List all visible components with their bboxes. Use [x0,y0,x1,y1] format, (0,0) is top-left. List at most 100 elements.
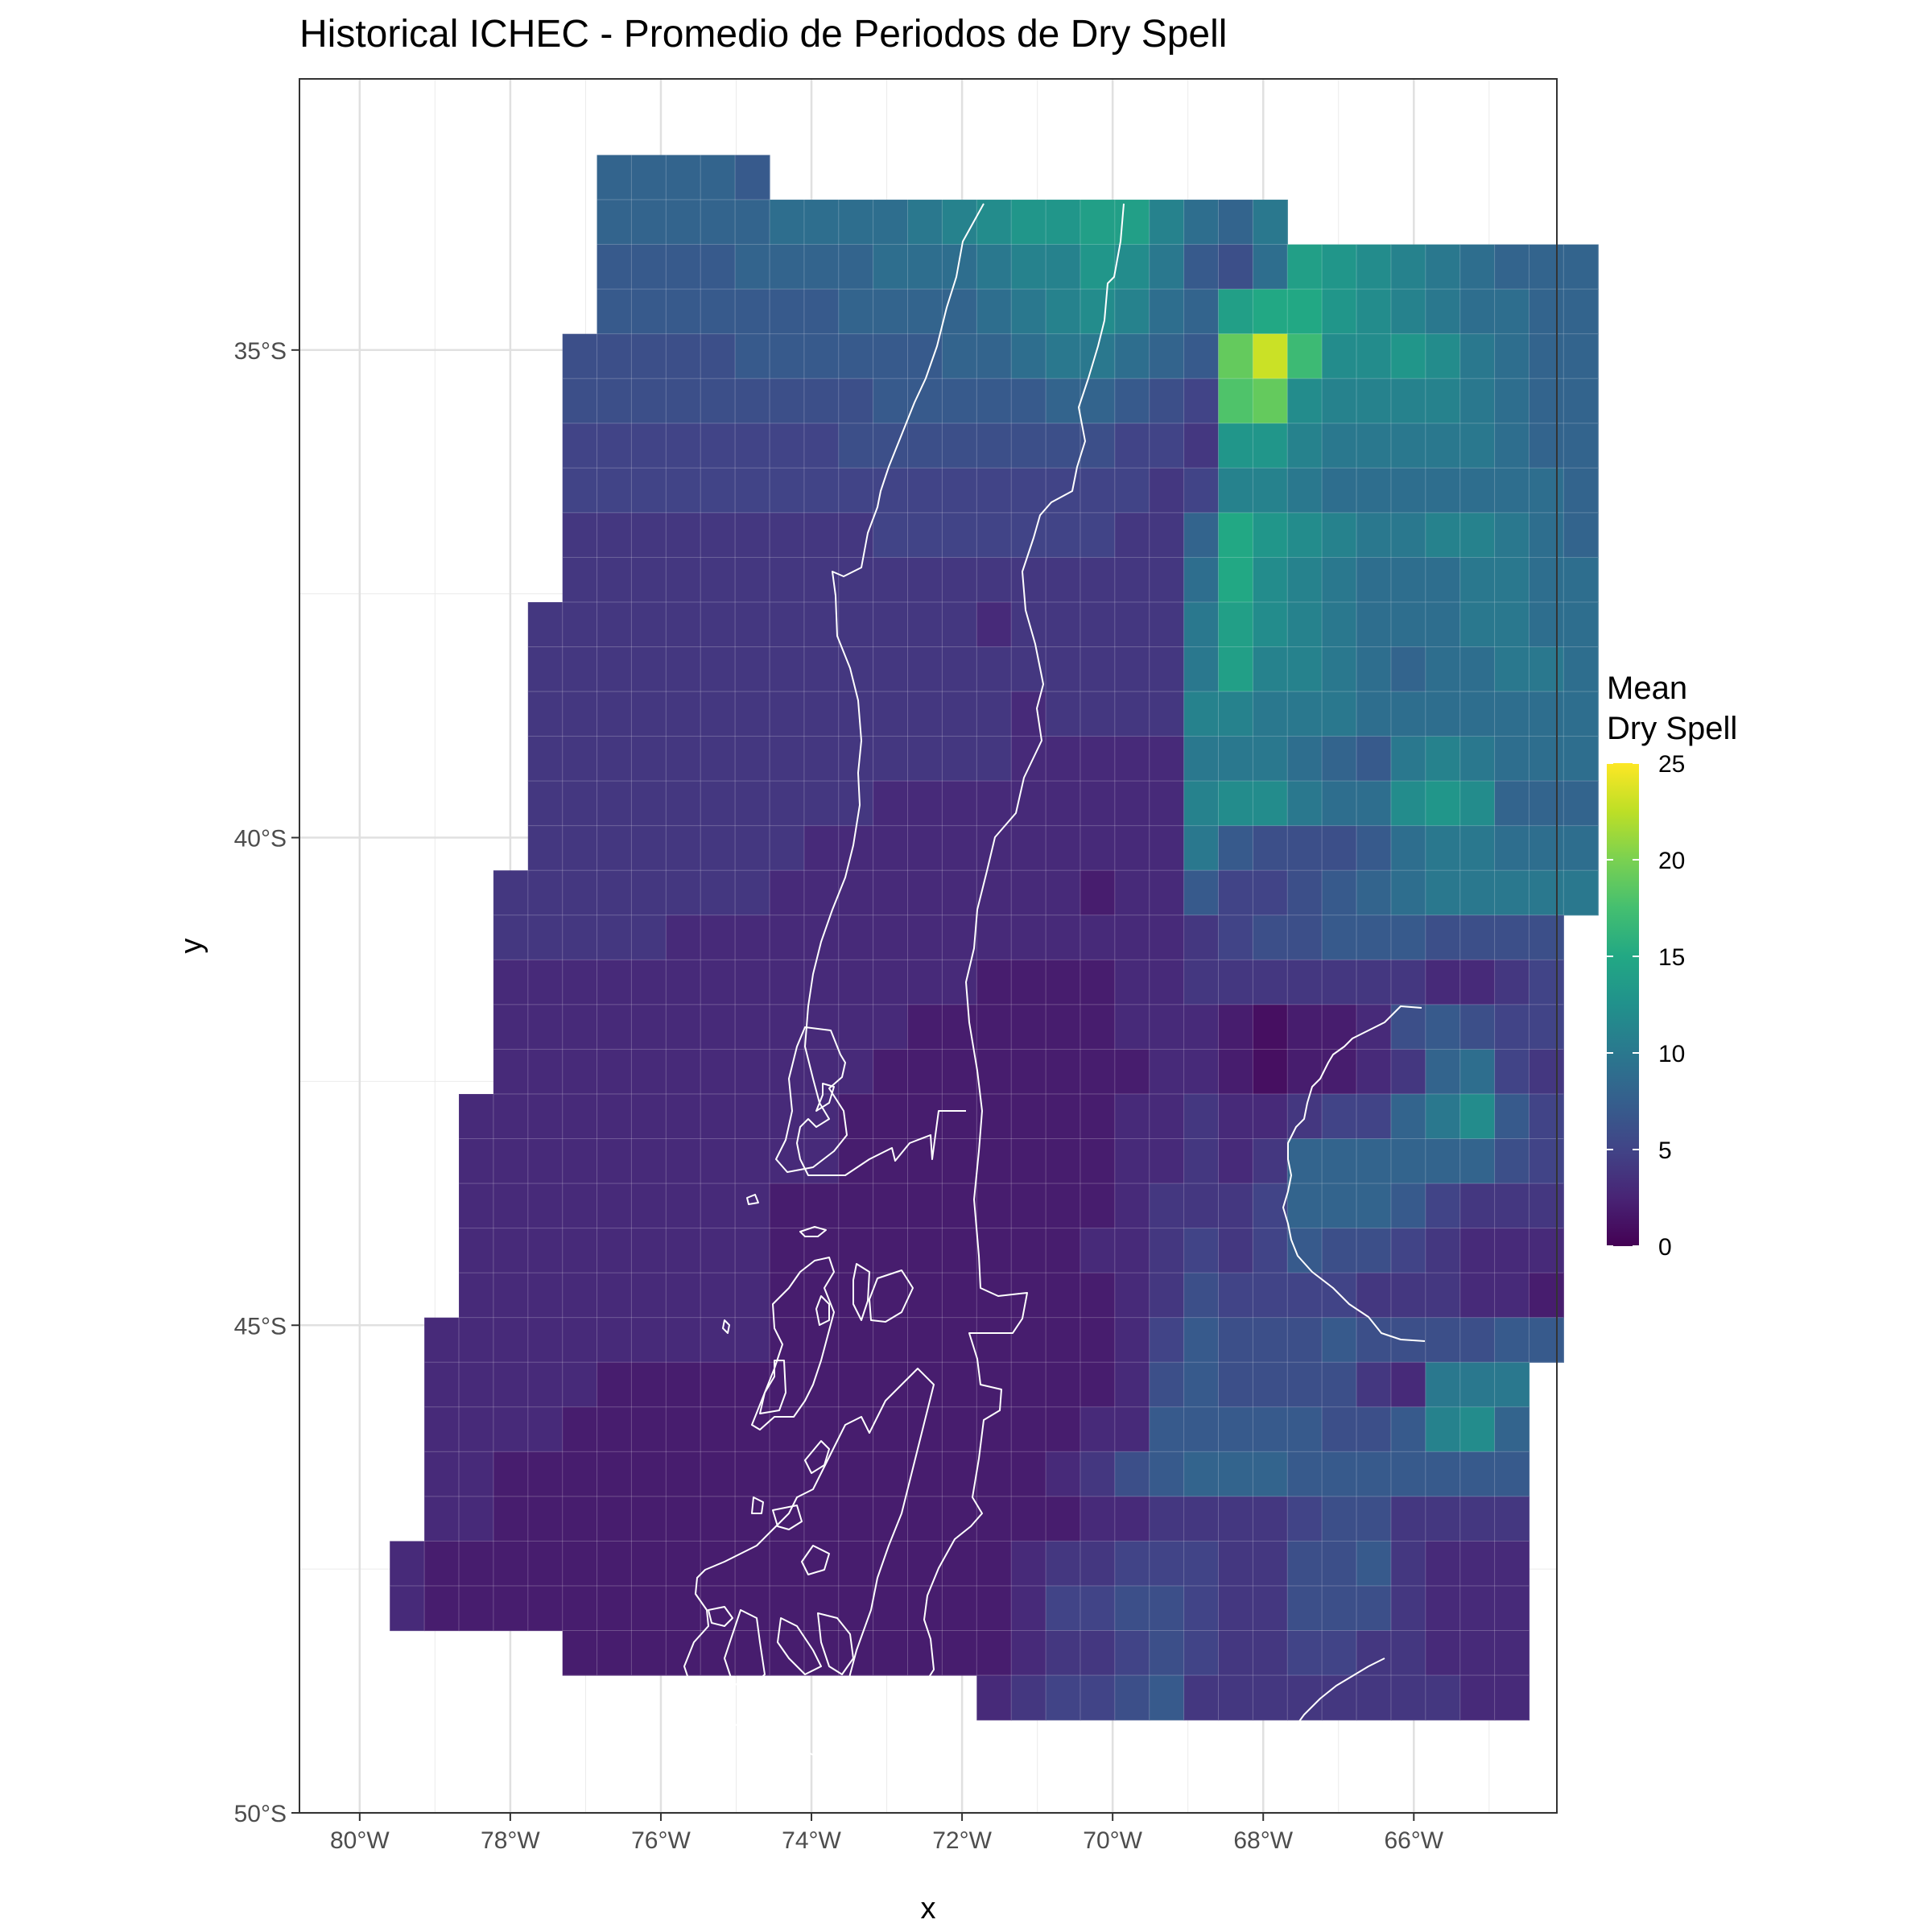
cell-outline [1459,1183,1496,1229]
cell-outline [1286,467,1323,514]
heatmap-cell [1459,781,1496,827]
cell-outline [1114,467,1150,514]
heatmap-cell [1459,646,1496,692]
heatmap-cell [597,244,632,290]
cell-outline [1425,556,1461,603]
cell-outline [1010,378,1046,424]
colorbar-tick-label: 0 [1658,1234,1672,1261]
cell-outline [597,959,632,1005]
cell-outline [1390,736,1426,782]
heatmap-cell [1253,646,1288,692]
cell-outline [1114,1406,1150,1452]
heatmap-cell [562,1496,598,1542]
cell-outline [1286,1138,1323,1184]
heatmap-cell [493,1406,529,1452]
island-outline [751,1496,764,1514]
heatmap-cell [803,468,840,514]
heatmap-cell [1494,1138,1530,1184]
heatmap-cell [1425,1675,1461,1721]
cell-outline [1045,691,1081,737]
heatmap-cell [873,1094,909,1140]
cell-outline [597,601,632,647]
heatmap-cell [1080,602,1116,648]
cell-outline [458,1540,494,1587]
heatmap-cell [1253,691,1288,737]
heatmap-cell [1183,1362,1220,1408]
cell-outline [907,1138,943,1184]
heatmap-cell [770,557,805,603]
cell-outline [1114,736,1150,782]
cell-outline [700,959,736,1005]
heatmap-cell [700,914,736,960]
heatmap-cell [873,825,909,871]
heatmap-cell [1011,1496,1046,1542]
heatmap-cell [1218,960,1253,1005]
heatmap-cell [1218,557,1253,603]
cell-outline [1528,601,1564,647]
heatmap-cell [873,1586,909,1632]
x-tick-label: 76°W [631,1827,691,1854]
heatmap-cell [700,1138,736,1184]
cell-outline [941,825,977,871]
cell-outline [1218,736,1253,782]
heatmap-cell [907,289,943,335]
heatmap-cell [1390,333,1426,379]
heatmap-cell [1494,691,1530,737]
cell-outline [1425,736,1461,782]
heatmap-cell [907,1183,943,1229]
heatmap-cell [1218,1273,1253,1319]
heatmap-cell [1046,1362,1081,1408]
cell-outline [630,1585,667,1631]
heatmap-cell [631,557,667,603]
heatmap-cell [1494,244,1530,290]
cell-outline [907,288,943,335]
heatmap-cell [1149,736,1185,782]
heatmap-cell [597,914,632,960]
cell-outline [1459,914,1496,960]
heatmap-cell [873,468,909,514]
cell-outline [1252,646,1288,692]
heatmap-cell [735,333,770,379]
cell-outline [1563,244,1599,290]
cell-outline [1459,691,1496,737]
cell-outline [1252,1004,1288,1050]
heatmap-cell [735,1630,770,1676]
cell-outline [734,1093,770,1139]
heatmap-cell [770,1362,805,1408]
heatmap-cell [1011,960,1046,1005]
heatmap-cell [1011,602,1046,648]
heatmap-cell [1080,825,1116,871]
cell-outline [734,1451,770,1497]
heatmap-cell [838,557,874,603]
cell-outline [562,1361,598,1408]
heatmap-cell [597,1228,632,1274]
cell-outline [597,1183,632,1229]
heatmap-cell [666,1541,701,1587]
cell-outline [1114,1451,1150,1497]
cell-outline [665,155,701,200]
cell-outline [1494,691,1530,737]
heatmap-cell [735,870,770,916]
heatmap-cell [1356,512,1392,558]
heatmap-cell [1287,1630,1323,1676]
cell-outline [700,1004,736,1050]
heatmap-cell [873,1049,909,1095]
cell-outline [1425,959,1461,1005]
heatmap-cell [1459,1362,1496,1408]
heatmap-cell [907,468,943,514]
heatmap-cell [942,1094,977,1140]
heatmap-cell [631,914,667,960]
heatmap-cell [597,691,632,737]
heatmap-cell [873,691,909,737]
cell-outline [630,467,667,514]
cell-outline [1218,1361,1253,1408]
cell-outline [1252,333,1288,379]
heatmap-cell [1253,1228,1288,1274]
heatmap-cell [631,781,667,827]
heatmap-cell [1149,781,1185,827]
heatmap-cell [562,1362,598,1408]
cell-outline [1390,1272,1426,1319]
heatmap-cell [1183,602,1220,648]
heatmap-cell [700,825,736,871]
heatmap-cell [1529,736,1564,782]
